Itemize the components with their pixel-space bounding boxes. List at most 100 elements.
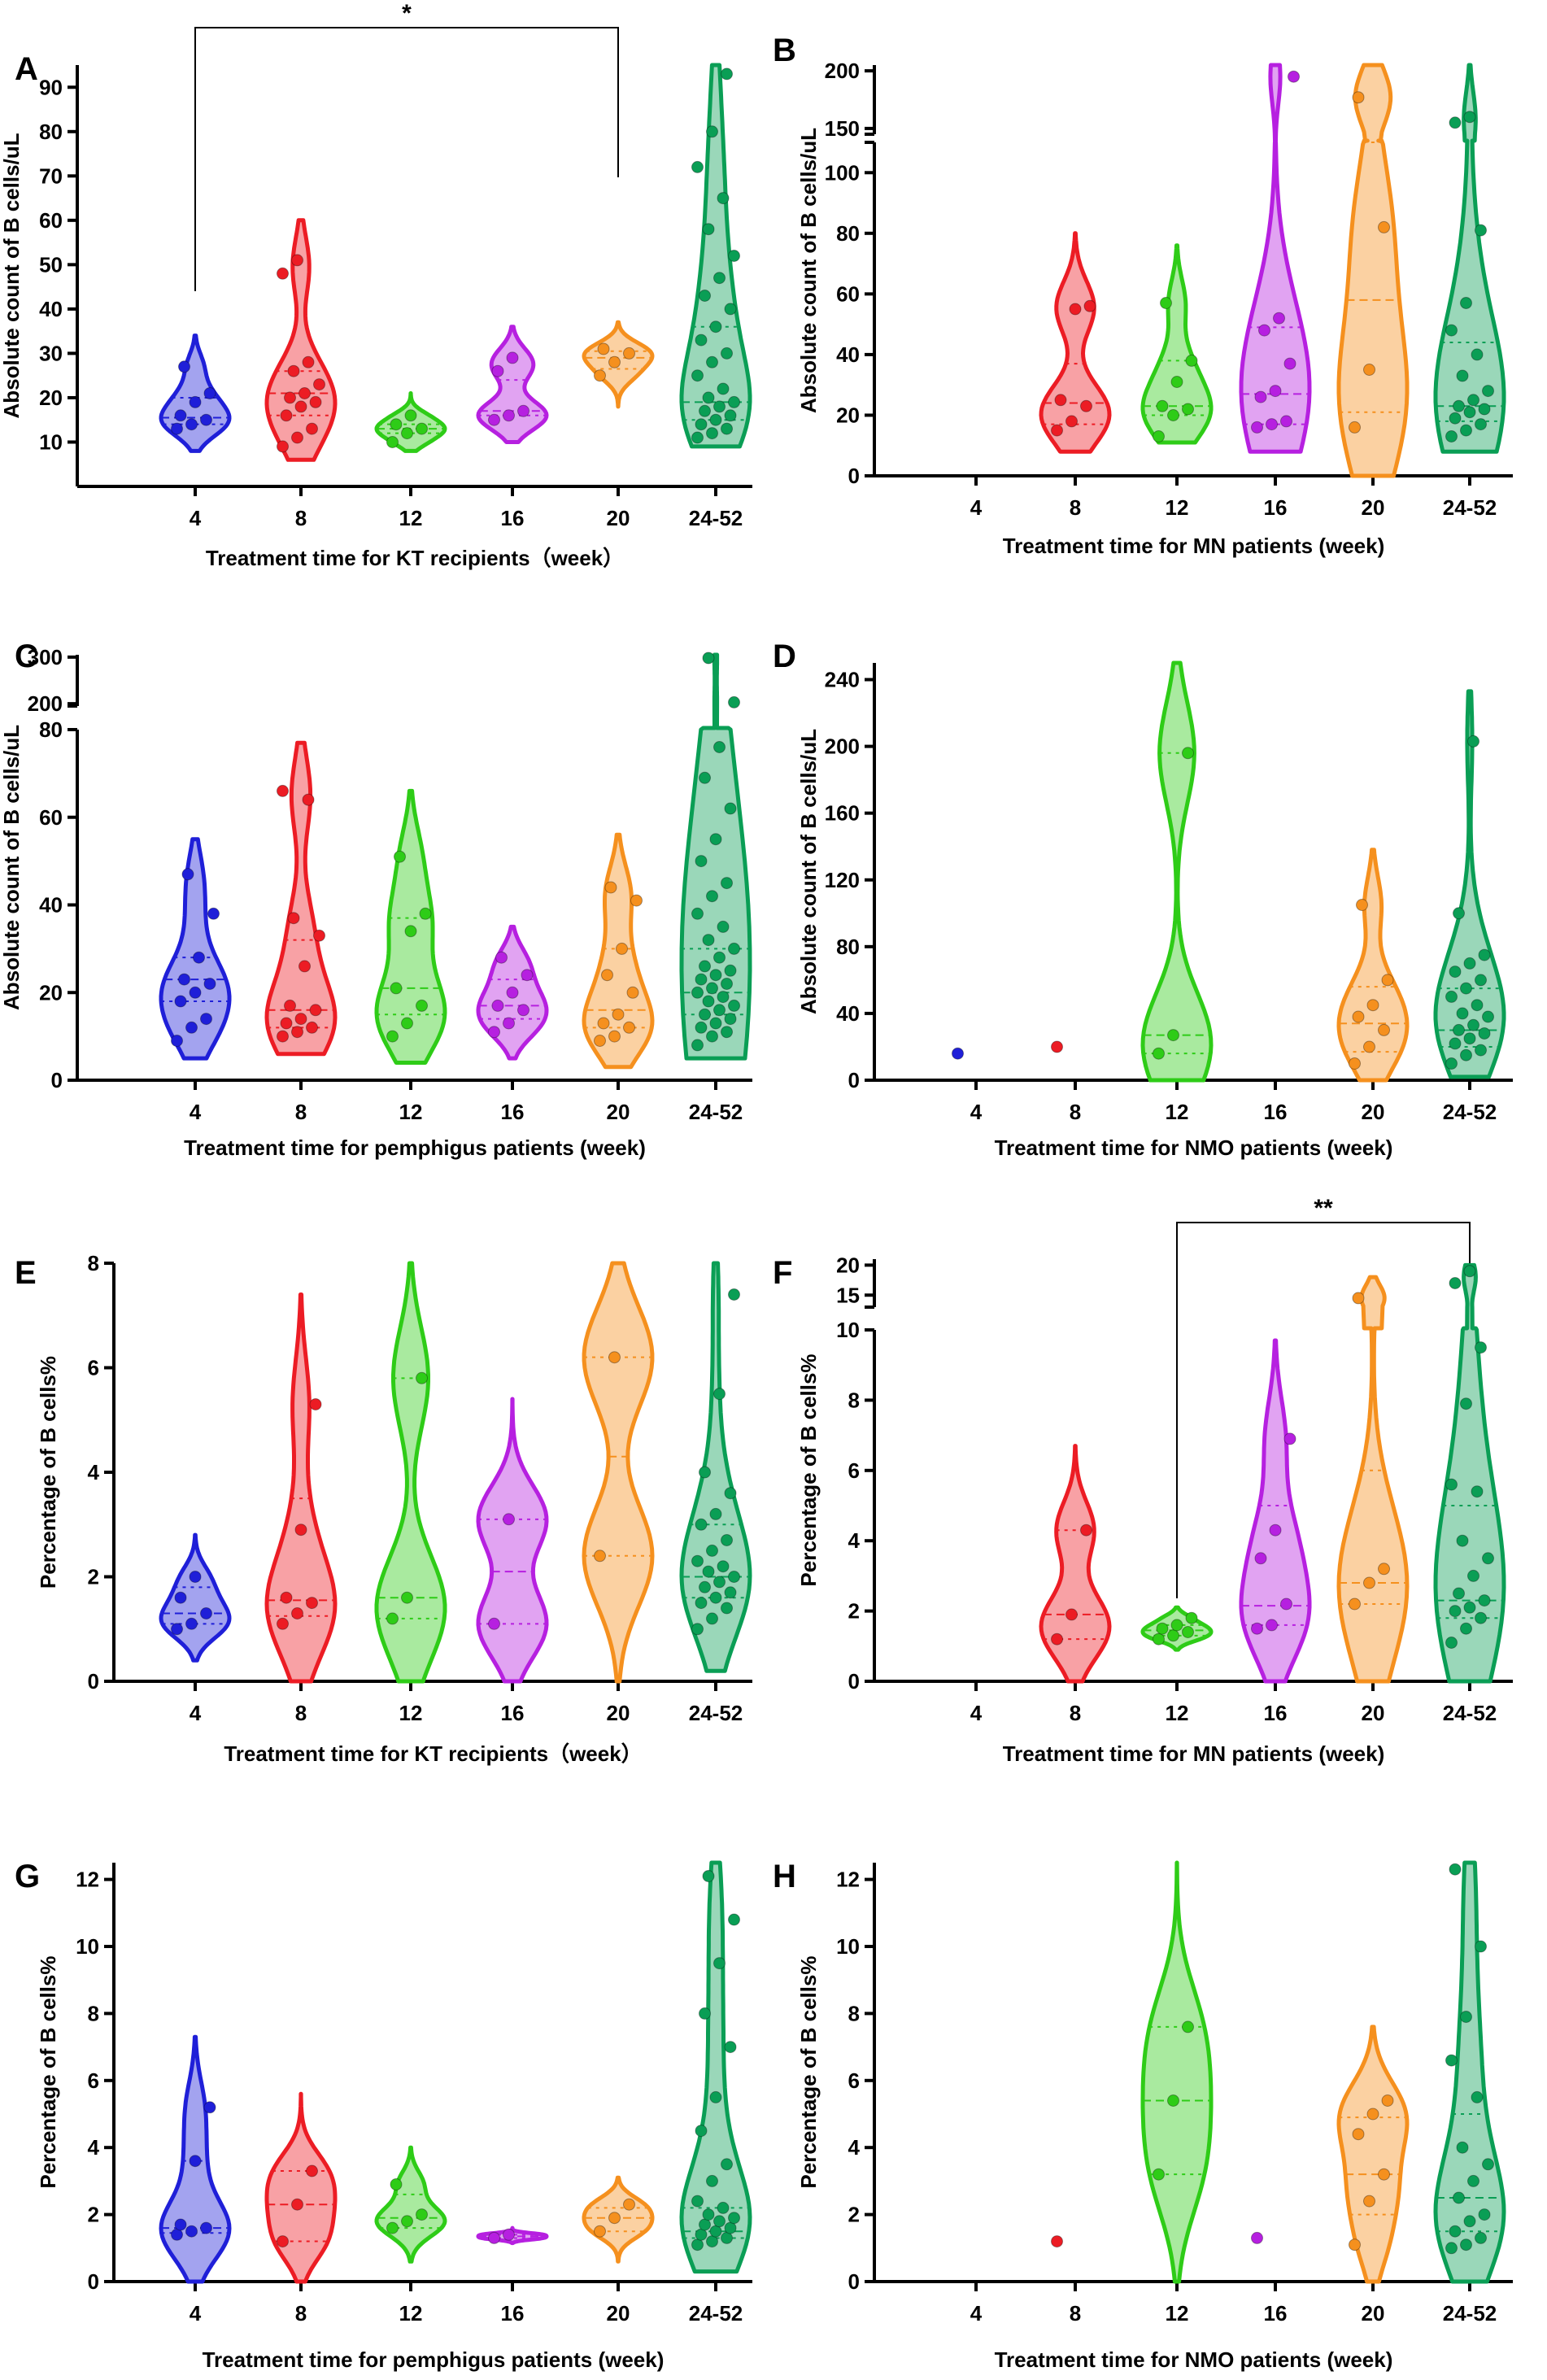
data-point (1482, 385, 1494, 398)
data-point (1167, 2094, 1179, 2107)
data-point (306, 1597, 318, 1610)
data-point (709, 1591, 722, 1604)
data-point (728, 695, 740, 708)
y-tick-label: 2 (848, 2203, 860, 2227)
x-tick-label: 16 (1264, 2301, 1288, 2326)
violin-24-52 (1433, 1262, 1506, 1684)
x-tick-label: 12 (399, 2301, 423, 2326)
data-point (306, 1021, 318, 1034)
data-point (1449, 1037, 1462, 1050)
violin-16 (476, 924, 549, 1061)
data-point (1467, 734, 1479, 748)
data-point (1460, 2011, 1472, 2023)
data-point (1283, 357, 1296, 370)
data-point (1269, 385, 1282, 398)
x-tick-label: 24-52 (689, 1100, 743, 1124)
data-point (277, 267, 289, 280)
violin-20 (582, 320, 655, 409)
data-point (709, 969, 722, 982)
data-point (1160, 297, 1172, 309)
y-tick-label: 40 (836, 342, 860, 367)
violin-8 (264, 218, 338, 462)
data-point (713, 951, 726, 964)
violin-16 (476, 325, 549, 444)
data-point (695, 1021, 708, 1034)
data-point (630, 894, 643, 907)
violin-24-52 (679, 1261, 752, 1673)
data-point (1475, 224, 1487, 237)
y-tick-label: 8 (848, 2001, 860, 2025)
data-point (181, 868, 194, 881)
y-tick-label: 200 (28, 691, 63, 716)
y-tick-label: 80 (39, 120, 63, 144)
data-point (702, 652, 715, 665)
data-point (1167, 1629, 1179, 1642)
data-point (1449, 966, 1462, 979)
y-tick-label: 70 (39, 163, 63, 188)
violin-body (1336, 2025, 1410, 2284)
y-tick-label: 20 (39, 386, 63, 410)
data-point (702, 2208, 715, 2221)
data-point (728, 1913, 740, 1926)
data-point (721, 1602, 733, 1615)
y-tick-label: 6 (848, 2068, 860, 2093)
data-point (1153, 2168, 1165, 2181)
data-point (1182, 403, 1194, 416)
data-point (702, 391, 715, 404)
data-point (1381, 974, 1394, 987)
data-point (1153, 430, 1165, 442)
data-point (185, 418, 198, 431)
data-point (1467, 1018, 1479, 1031)
data-point (488, 1026, 500, 1039)
data-point (1460, 297, 1472, 309)
data-point (1185, 354, 1198, 367)
data-point (721, 68, 733, 81)
data-point (1463, 406, 1476, 419)
data-point (386, 436, 399, 448)
violin-4 (159, 837, 232, 1061)
y-tick-label: 2 (88, 1565, 99, 1589)
data-point (1266, 1619, 1278, 1632)
data-point (1445, 2054, 1458, 2067)
violin-12 (374, 391, 447, 453)
data-point (1185, 1611, 1198, 1624)
data-point (706, 427, 718, 440)
data-point (724, 303, 737, 316)
data-point (695, 1518, 708, 1531)
data-point (506, 351, 519, 364)
data-point (1254, 390, 1267, 403)
significance-bracket (194, 27, 619, 291)
data-point (1460, 1048, 1472, 1061)
data-point (1460, 1397, 1472, 1410)
data-point (713, 1957, 726, 1970)
data-point (699, 2218, 711, 2231)
y-tick-label: 4 (848, 2135, 861, 2160)
data-point (1478, 2208, 1491, 2221)
data-point (386, 2221, 399, 2234)
data-point (691, 2238, 704, 2251)
violin-16 (1251, 2231, 1263, 2244)
data-point (699, 771, 711, 784)
panel-letter: C (15, 639, 38, 674)
x-tick-label: 20 (607, 1100, 630, 1124)
y-tick-label: 60 (836, 281, 860, 306)
violin-body (374, 1261, 447, 1684)
panel-g: G 0 2 4 6 8 10 12 4 8 12 16 20 24-52 Treatment time fo… (15, 1859, 752, 2372)
y-axis-title: Percentage of B cells% (796, 1955, 821, 2188)
data-point (1363, 2195, 1375, 2208)
data-point (691, 160, 704, 173)
violin-body (159, 333, 232, 453)
data-point (200, 1013, 212, 1026)
y-tick-label: 60 (39, 805, 63, 830)
violin-body (1433, 63, 1506, 454)
data-point (1167, 409, 1179, 421)
x-axis-title: Treatment time for KT recipients（week） (206, 546, 624, 570)
x-tick-label: 24-52 (1443, 1701, 1497, 1725)
data-point (717, 920, 730, 933)
violin-body (679, 63, 752, 449)
y-tick-label: 2 (848, 1599, 860, 1624)
violin-body (582, 1261, 655, 1684)
violin-body (1433, 1262, 1506, 1684)
data-point (709, 1507, 722, 1520)
data-point (1445, 2242, 1458, 2255)
